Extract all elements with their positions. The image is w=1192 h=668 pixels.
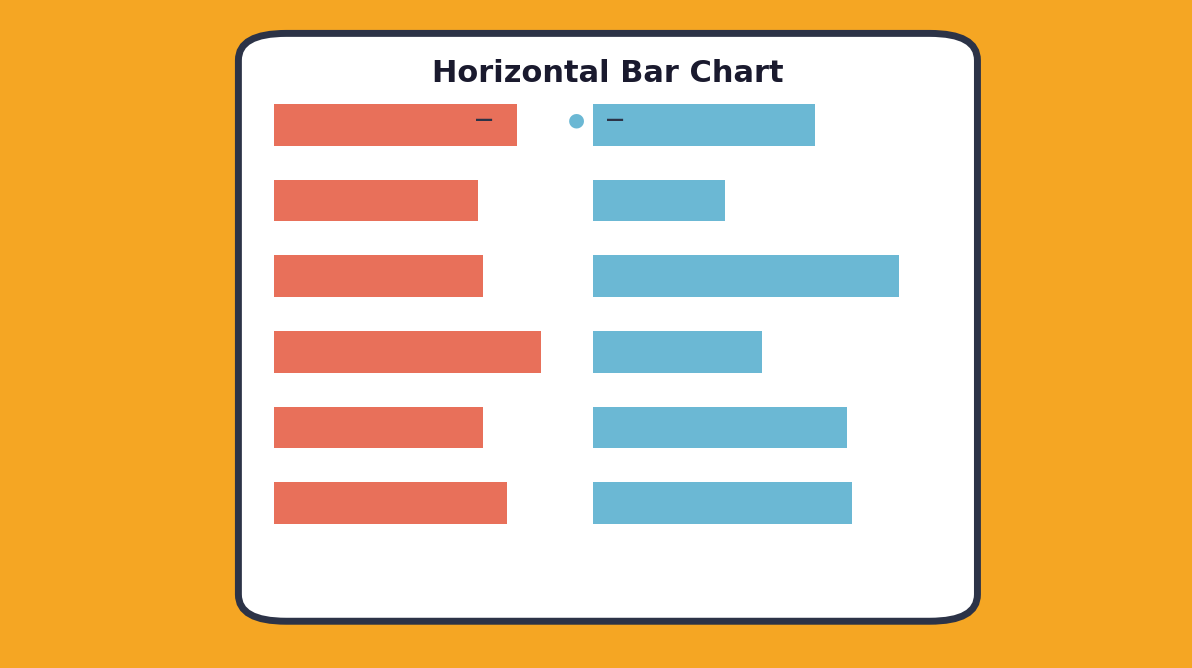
Bar — [274, 255, 483, 297]
Bar — [594, 482, 852, 524]
Bar — [274, 331, 541, 373]
Bar — [274, 104, 517, 146]
Bar — [274, 407, 483, 448]
Bar — [594, 104, 815, 146]
Bar — [274, 482, 508, 524]
Text: ●: ● — [567, 111, 585, 130]
Text: —: — — [607, 112, 625, 129]
Text: —: — — [476, 112, 493, 129]
Bar — [594, 331, 762, 373]
Text: ●: ● — [436, 111, 454, 130]
Bar — [594, 255, 899, 297]
Text: Horizontal Bar Chart: Horizontal Bar Chart — [433, 59, 783, 88]
Bar — [594, 407, 846, 448]
Bar — [274, 180, 478, 221]
FancyBboxPatch shape — [238, 33, 977, 621]
Bar — [594, 180, 725, 221]
